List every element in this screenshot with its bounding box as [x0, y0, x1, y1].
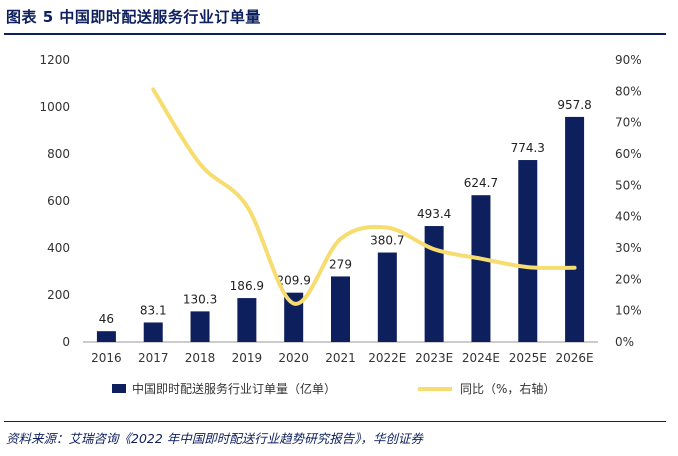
right-axis-tick: 0%: [615, 335, 634, 349]
bar-data-label: 774.3: [511, 141, 545, 155]
right-axis-tick: 80%: [615, 84, 642, 98]
bar-line-chart: 0 200 400 600 800 1000 1200 0% 10% 20% 30% 40% 50% 6…: [39, 53, 642, 396]
x-axis-tick: 2016: [91, 351, 122, 365]
bar-data-label: 46: [99, 312, 114, 326]
bar-data-label: 957.8: [557, 98, 591, 112]
left-axis-tick: 400: [47, 241, 70, 255]
bar-data-label: 83.1: [140, 303, 167, 317]
x-axis-tick: 2017: [138, 351, 169, 365]
legend: 中国即时配送服务行业订单量（亿单） 同比（%，右轴）: [112, 381, 555, 396]
bar-data-label: 209.9: [277, 274, 311, 288]
right-axis-tick: 90%: [615, 53, 642, 67]
right-axis-tick: 40%: [615, 210, 642, 224]
yoy-line-series: [151, 87, 577, 306]
bar: [424, 226, 444, 342]
left-axis-ticks: 0 200 400 600 800 1000 1200: [39, 53, 70, 349]
left-axis-tick: 0: [62, 335, 70, 349]
source-rule: [4, 421, 666, 422]
right-axis-ticks: 0% 10% 20% 30% 40% 50% 60% 70% 80% 90%: [615, 53, 642, 349]
left-axis-tick: 1000: [39, 100, 70, 114]
left-axis-tick: 1200: [39, 53, 70, 67]
bar: [190, 311, 210, 342]
bar: [143, 322, 163, 342]
x-axis-ticks: 2016 2017 2018 2019 2020 2021 2022E 2023E 2024E 2…: [91, 351, 594, 365]
x-axis-tick: 2019: [232, 351, 263, 365]
right-axis-tick: 30%: [615, 241, 642, 255]
bar-data-label: 380.7: [370, 234, 404, 248]
x-axis-tick: 2022E: [368, 351, 406, 365]
right-axis-tick: 10%: [615, 304, 642, 318]
x-axis-tick: 2025E: [509, 351, 547, 365]
x-axis-tick: 2018: [185, 351, 216, 365]
legend-bar-swatch: [112, 384, 126, 393]
bar-data-labels: 46 83.1 130.3 186.9 209.9 279 380.7 493.4 624.7 7…: [99, 98, 592, 326]
bar: [331, 276, 350, 342]
title-rule: [4, 33, 666, 35]
source-note: 资料来源：艾瑞咨询《2022 年中国即时配送行业趋势研究报告》，华创证券: [6, 431, 424, 446]
right-axis-tick: 50%: [615, 178, 642, 192]
bar: [471, 195, 491, 342]
left-axis-tick: 600: [47, 194, 70, 208]
bar-data-label: 279: [329, 257, 352, 271]
bar: [518, 160, 538, 342]
x-axis-tick: 2023E: [415, 351, 453, 365]
bar: [237, 298, 257, 342]
right-axis-tick: 60%: [615, 147, 642, 161]
x-axis-tick: 2020: [278, 351, 309, 365]
left-axis-tick: 200: [47, 288, 70, 302]
bar-series: [96, 116, 585, 343]
bar: [96, 331, 116, 342]
right-axis-tick: 20%: [615, 272, 642, 286]
right-axis-tick: 70%: [615, 116, 642, 130]
bar: [565, 116, 585, 343]
x-axis-tick: 2024E: [462, 351, 500, 365]
legend-bar-label: 中国即时配送服务行业订单量（亿单）: [132, 381, 336, 396]
bar-data-label: 130.3: [183, 292, 217, 306]
left-axis-tick: 800: [47, 147, 70, 161]
x-axis-tick: 2021: [325, 351, 356, 365]
chart-title: 图表 5 中国即时配送服务行业订单量: [6, 8, 261, 26]
legend-line-label: 同比（%，右轴）: [460, 381, 555, 396]
bar-data-label: 186.9: [230, 279, 264, 293]
x-axis-tick: 2026E: [556, 351, 594, 365]
bar-data-label: 493.4: [417, 207, 451, 221]
bar: [377, 252, 397, 342]
bar-data-label: 624.7: [464, 176, 498, 190]
